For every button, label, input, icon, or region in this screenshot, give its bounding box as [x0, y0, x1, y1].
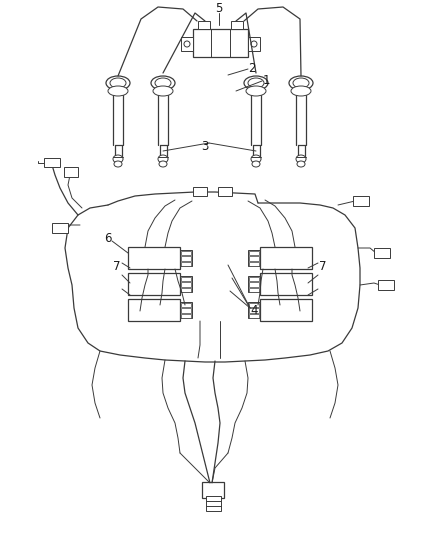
Bar	[378, 280, 394, 290]
Text: 7: 7	[319, 260, 327, 272]
Bar	[180, 302, 192, 318]
Bar	[249, 262, 259, 266]
Ellipse shape	[158, 155, 168, 163]
Bar	[181, 313, 191, 318]
Bar	[181, 251, 191, 255]
Text: 6: 6	[104, 231, 112, 245]
Bar	[181, 37, 193, 51]
Ellipse shape	[114, 161, 122, 167]
Bar	[180, 250, 192, 266]
Bar	[193, 187, 207, 196]
Ellipse shape	[108, 86, 128, 96]
Bar	[249, 251, 259, 255]
Bar	[260, 273, 312, 295]
Text: 2: 2	[248, 61, 256, 75]
Ellipse shape	[251, 155, 261, 163]
Ellipse shape	[113, 155, 123, 163]
Bar	[260, 299, 312, 321]
Ellipse shape	[251, 41, 257, 47]
Bar	[181, 308, 191, 313]
Ellipse shape	[252, 161, 260, 167]
Ellipse shape	[291, 86, 311, 96]
Text: 1: 1	[262, 74, 270, 86]
Ellipse shape	[297, 161, 305, 167]
Bar	[249, 282, 259, 287]
Bar	[128, 273, 180, 295]
Ellipse shape	[293, 78, 309, 88]
Text: 4: 4	[250, 304, 258, 318]
Bar	[202, 482, 224, 498]
Bar	[181, 282, 191, 287]
Bar	[181, 288, 191, 292]
Bar	[248, 37, 260, 51]
Bar	[218, 187, 232, 196]
Ellipse shape	[246, 86, 266, 96]
Bar	[249, 277, 259, 281]
Bar	[249, 313, 259, 318]
Bar	[353, 196, 369, 206]
Bar	[44, 158, 60, 167]
Ellipse shape	[289, 76, 313, 90]
Ellipse shape	[159, 161, 167, 167]
Bar	[180, 276, 192, 292]
Bar	[181, 256, 191, 261]
Ellipse shape	[106, 76, 130, 90]
Ellipse shape	[184, 41, 190, 47]
Text: 7: 7	[113, 260, 121, 272]
Bar	[181, 303, 191, 308]
Bar	[198, 21, 210, 29]
Bar	[249, 288, 259, 292]
Ellipse shape	[153, 86, 173, 96]
Ellipse shape	[155, 78, 171, 88]
Bar	[64, 167, 78, 177]
Bar	[248, 250, 260, 266]
Bar	[260, 247, 312, 269]
Bar	[128, 247, 180, 269]
Bar	[249, 308, 259, 313]
Ellipse shape	[248, 78, 264, 88]
Bar	[231, 21, 243, 29]
Bar	[193, 29, 248, 57]
Ellipse shape	[110, 78, 126, 88]
Text: 3: 3	[201, 140, 208, 152]
Bar	[181, 262, 191, 266]
Ellipse shape	[151, 76, 175, 90]
Bar	[248, 302, 260, 318]
Bar	[249, 256, 259, 261]
Text: 5: 5	[215, 3, 223, 15]
Bar	[181, 277, 191, 281]
Bar	[374, 248, 390, 258]
Ellipse shape	[244, 76, 268, 90]
Bar	[249, 303, 259, 308]
Bar	[128, 299, 180, 321]
Bar	[206, 496, 221, 511]
Bar	[248, 276, 260, 292]
Bar	[52, 223, 68, 233]
Ellipse shape	[296, 155, 306, 163]
